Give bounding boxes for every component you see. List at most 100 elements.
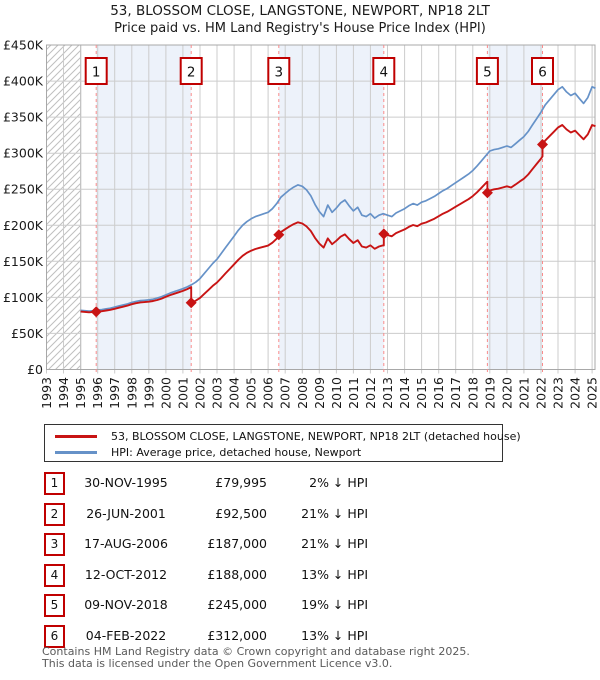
hpi-line [80,85,596,312]
x-tick-label: 2001 [175,377,190,409]
x-axis-tick-labels: 1993 1994 1995 1996 1997 1998 1999 2000 2001 2002… [39,377,600,409]
sale-row: 2 26-JUN-2001 £92,500 21% ↓ HPI [0,502,600,533]
sale-date-lines [95,45,543,374]
x-tick-label: 1999 [141,377,156,409]
x-tick-label: 2021 [516,377,531,409]
sale-period-bands [96,45,543,370]
sale-number-box: 5 [475,57,499,85]
sale-diamond-marker [185,297,197,309]
property-price-line [80,124,596,314]
x-tick-label: 2016 [431,377,446,409]
sale-period-band [487,45,543,370]
sale-price: £312,000 [207,627,267,643]
sale-hpi-diff: 19% ↓ HPI [301,597,368,612]
license-footer: Contains HM Land Registry data © Crown c… [42,646,598,669]
sale-diamond-marker [481,187,493,199]
sale-number-box: 6 [531,57,554,85]
x-tick-label: 2023 [551,377,566,409]
x-tick-label: 2018 [465,377,480,409]
sale-date: 09-NOV-2018 [84,597,168,612]
sale-row: 3 17-AUG-2006 £187,000 21% ↓ HPI [0,532,600,563]
sale-markers: 1 2 3 4 5 6 [84,57,554,318]
sale-hpi-diff: 13% ↓ HPI [301,566,368,582]
sale-row: 5 09-NOV-2018 £245,000 19% ↓ HPI [0,593,600,624]
x-tick-label: 2017 [448,377,463,409]
x-tick-label: 2006 [261,377,276,409]
y-tick-label: £450K [3,40,44,53]
svg-text:1: 1 [92,65,101,81]
sale-price: £92,500 [215,505,267,521]
y-tick-label: £200K [3,218,44,233]
legend-swatch-property-line [55,434,97,438]
sale-number-box: 2 [44,502,65,526]
footer-line1: Contains HM Land Registry data © Crown c… [42,645,470,658]
x-tick-label: 1995 [73,377,88,409]
sale-price: £79,995 [215,475,267,490]
footer-line2: This data is licensed under the Open Gov… [42,656,393,670]
x-tick-label: 2024 [568,377,583,409]
legend-label-hpi: HPI: Average price, detached house, Newp… [111,445,362,459]
svg-text:5: 5 [483,65,492,81]
sale-hpi-diff: 21% ↓ HPI [301,536,368,551]
sale-date: 26-JUN-2001 [86,505,166,521]
sale-number-box: 3 [44,533,65,556]
x-tick-label: 1996 [90,377,105,409]
svg-text:6: 6 [538,65,547,81]
sale-date: 04-FEB-2022 [85,627,167,643]
y-tick-label: £300K [3,146,44,161]
chart-title: 53, BLOSSOM CLOSE, LANGSTONE, NEWPORT, N… [110,3,490,19]
y-tick-label: £400K [3,74,44,89]
sale-hpi-diff: 2% ↓ HPI [309,475,368,490]
sales-table: 1 30-NOV-1995 £79,995 2% ↓ HPI 2 26-JUN-2001 £… [0,471,600,654]
sale-period-band [278,45,384,370]
sale-number-box: 4 [372,57,396,85]
sale-row: 6 04-FEB-2022 £312,000 13% ↓ HPI [0,624,600,655]
sale-hpi-diff: 13% ↓ HPI [301,627,368,643]
x-tick-label: 2000 [158,377,173,409]
sale-number-box: 6 [44,624,65,648]
svg-text:2: 2 [187,65,196,81]
price-history-chart: 1 2 3 4 5 6 1993 1994 1995 1996 1997 1998 1999 2… [0,38,600,430]
sale-price: £245,000 [207,597,267,612]
legend-label-property: 53, BLOSSOM CLOSE, LANGSTONE, NEWPORT, N… [111,429,521,443]
x-tick-label: 2008 [295,377,310,409]
y-tick-label: £150K [3,254,44,269]
y-tick-label: £50K [11,326,44,341]
sale-number-box: 1 [44,472,65,495]
sale-diamond-marker [378,228,390,240]
x-tick-label: 2005 [244,377,259,409]
chart-subtitle: Price paid vs. HM Land Registry's House … [114,21,486,36]
sale-number-box: 2 [179,57,203,85]
x-tick-label: 2022 [534,377,549,409]
x-tick-label: 1998 [124,377,139,409]
sale-date: 12-OCT-2012 [84,566,168,582]
sale-number-box: 3 [267,57,291,85]
y-axis-tick-labels: £0 £50K £100K £150K £200K £250K £300K £350K £400… [3,38,44,378]
sale-date: 30-NOV-1995 [84,475,168,490]
y-tick-label: £100K [3,290,44,305]
x-tick-label: 2025 [585,377,600,409]
sale-number-box: 1 [84,57,108,85]
svg-text:3: 3 [275,65,284,81]
legend-swatch-hpi-line [55,450,97,454]
x-tick-label: 2010 [329,377,344,409]
sale-diamond-marker [273,229,285,241]
sale-row: 1 30-NOV-1995 £79,995 2% ↓ HPI [0,471,600,502]
sale-date: 17-AUG-2006 [84,536,168,551]
y-tick-label: £250K [3,182,44,197]
x-tick-label: 2013 [380,377,395,409]
x-tick-label: 2019 [482,377,497,409]
legend: 53, BLOSSOM CLOSE, LANGSTONE, NEWPORT, N… [44,424,521,462]
sale-price: £188,000 [207,566,267,582]
legend-item-property: 53, BLOSSOM CLOSE, LANGSTONE, NEWPORT, N… [55,428,521,444]
x-tick-label: 2009 [312,377,327,409]
x-tick-label: 2002 [193,377,208,409]
x-tick-label: 2012 [363,377,378,409]
legend-item-hpi: HPI: Average price, detached house, Newp… [55,444,502,460]
x-tick-label: 1997 [107,377,122,409]
x-tick-label: 1993 [39,377,54,409]
y-tick-label: £350K [3,110,44,125]
x-tick-label: 2004 [227,377,242,409]
x-tick-label: 2015 [414,377,429,409]
